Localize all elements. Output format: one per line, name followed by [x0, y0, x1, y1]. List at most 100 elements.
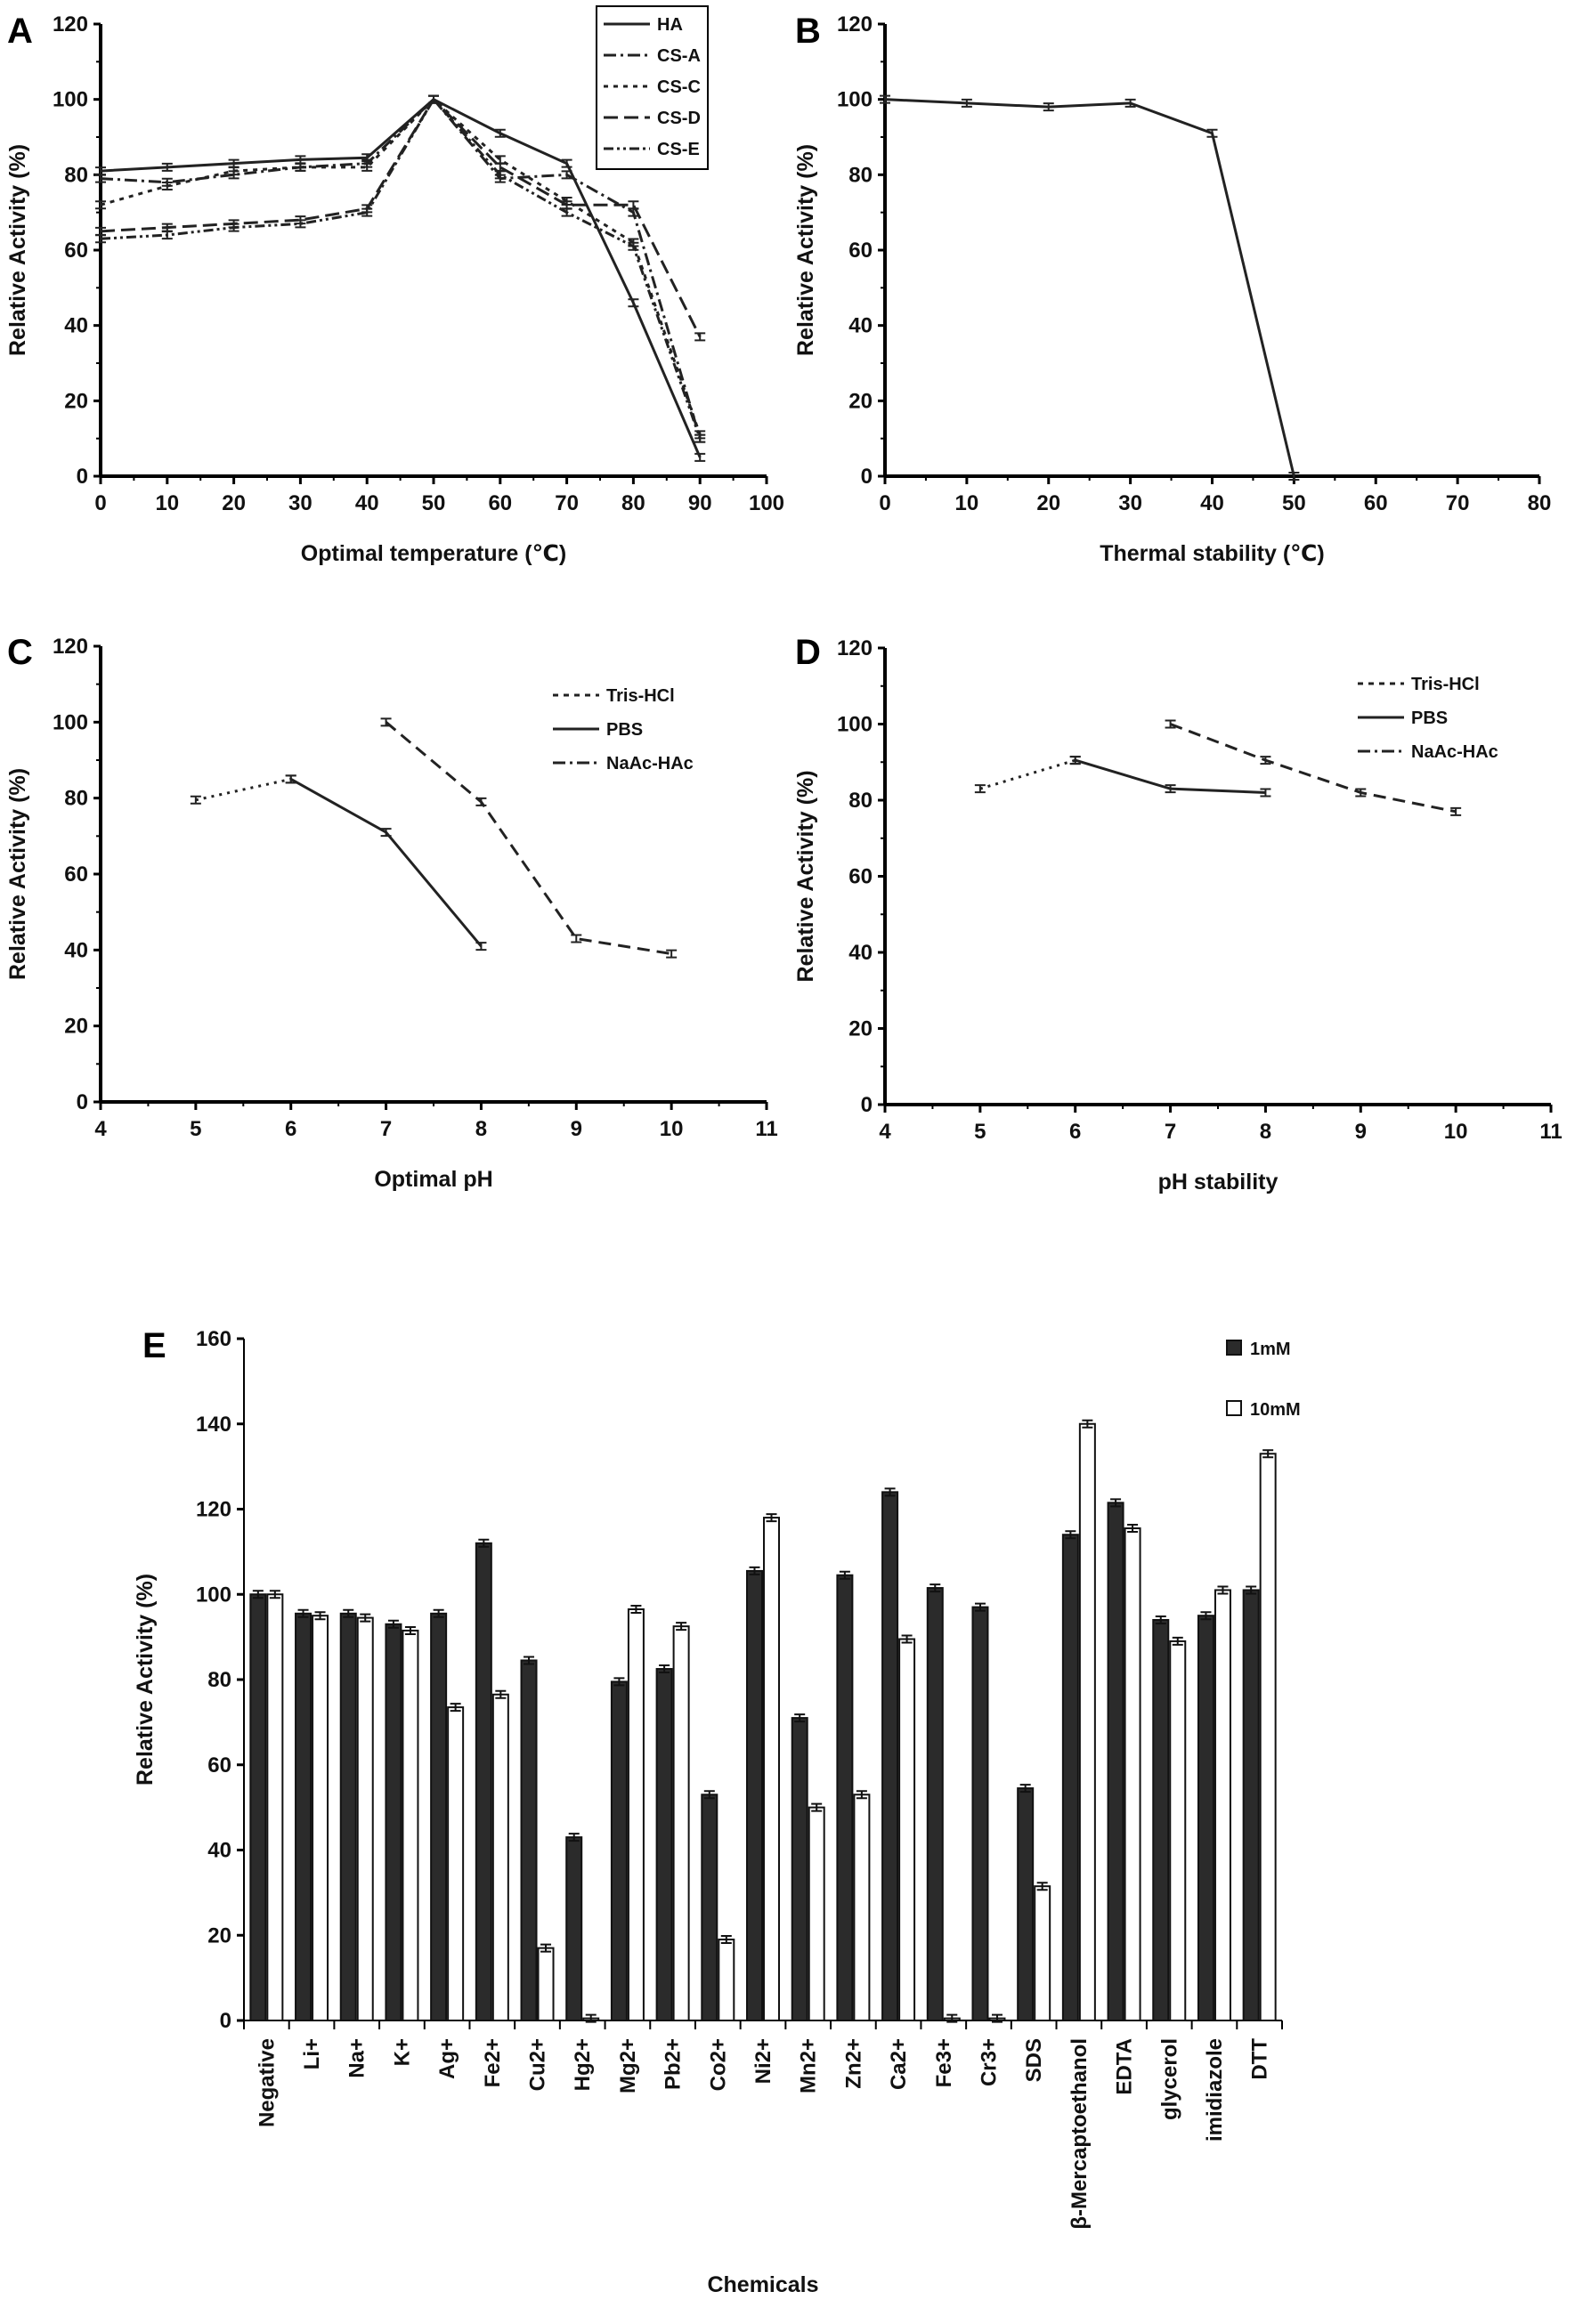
- error-bar: [360, 1613, 371, 1623]
- bar-1mm: [971, 1606, 989, 2022]
- data-point: [1165, 719, 1176, 729]
- bar-10mm: [627, 1608, 645, 2021]
- error-bar: [811, 1802, 823, 1812]
- data-point: [95, 174, 106, 183]
- category-label: Co2+: [706, 2038, 730, 2091]
- data-point: [694, 332, 706, 342]
- data-point: [1260, 756, 1271, 765]
- y-tick-label: 40: [64, 938, 88, 962]
- error-bar: [630, 1605, 642, 1615]
- error-bar: [433, 1608, 444, 1618]
- bar-10mm: [1169, 1640, 1187, 2021]
- x-tick-label: 80: [621, 491, 645, 515]
- x-tick-label: 10: [1444, 1120, 1468, 1144]
- x-tick-label: 10: [155, 491, 179, 515]
- legend-label: NaAc-HAc: [606, 754, 694, 773]
- bar-1mm: [746, 1569, 763, 2021]
- series-line-naac-hac: [195, 777, 292, 802]
- data-point: [880, 94, 890, 104]
- x-tick-label: 100: [749, 491, 784, 515]
- y-tick-label: 100: [837, 88, 873, 112]
- x-tick-label: 60: [1364, 491, 1388, 515]
- data-point: [190, 795, 201, 805]
- y-tick-label: 160: [196, 1327, 231, 1351]
- data-point: [561, 207, 572, 217]
- data-point: [1069, 756, 1081, 765]
- y-tick-label: 80: [64, 787, 88, 811]
- y-tick-label: 120: [837, 12, 873, 36]
- legend-label: PBS: [1411, 709, 1448, 728]
- bar-1mm: [1197, 1615, 1214, 2021]
- x-tick-label: 30: [1118, 491, 1142, 515]
- panel-label: C: [7, 633, 33, 672]
- error-bar: [404, 1625, 416, 1635]
- x-tick-label: 40: [1200, 491, 1224, 515]
- bar-10mm: [1259, 1453, 1277, 2021]
- data-point: [161, 231, 173, 240]
- x-tick-label: 0: [94, 491, 106, 515]
- x-tick-label: 7: [380, 1117, 392, 1141]
- x-axis-title: Chemicals: [707, 2272, 818, 2297]
- bar-10mm: [491, 1693, 509, 2021]
- bar-1mm: [1017, 1787, 1035, 2022]
- data-point: [628, 241, 639, 251]
- y-tick-label: 60: [64, 862, 88, 887]
- x-tick-label: 50: [422, 491, 446, 515]
- data-point: [628, 298, 639, 308]
- legend: Tris-HCl PBS NaAc-HAc: [1358, 675, 1498, 762]
- legend-label: PBS: [606, 720, 643, 740]
- bar-10mm: [672, 1625, 690, 2021]
- error-bar: [524, 1656, 535, 1665]
- bar-10mm: [1124, 1527, 1141, 2021]
- y-tick-label: 40: [207, 1839, 231, 1863]
- y-axis-title: Relative Activity (%): [793, 770, 818, 982]
- y-tick-label: 20: [64, 1015, 88, 1039]
- category-label: Cu2+: [526, 2038, 550, 2091]
- series-line-cs-a: [100, 97, 702, 440]
- error-bar: [1065, 1530, 1076, 1540]
- bar-1mm: [295, 1612, 313, 2021]
- data-point: [1165, 784, 1176, 794]
- x-axis-title: Optimal pH: [374, 1167, 492, 1192]
- y-tick-label: 120: [837, 636, 873, 660]
- error-bar: [585, 2013, 597, 2023]
- bar-10mm: [447, 1706, 465, 2022]
- error-bar: [749, 1566, 760, 1575]
- category-label: K+: [390, 2038, 414, 2066]
- bar-10mm: [898, 1638, 916, 2022]
- x-tick-label: 9: [1355, 1120, 1367, 1144]
- series-line-pbs: [289, 778, 483, 948]
- error-bar: [1172, 1636, 1183, 1646]
- x-tick-label: 50: [1282, 491, 1306, 515]
- x-tick-label: 60: [488, 491, 512, 515]
- panel-label: B: [795, 12, 821, 51]
- error-bar: [974, 1602, 986, 1612]
- legend-label: CS-C: [657, 77, 701, 97]
- y-tick-label: 120: [53, 635, 88, 659]
- error-bar: [676, 1622, 687, 1632]
- error-bar: [252, 1590, 264, 1599]
- category-label: Hg2+: [571, 2038, 595, 2091]
- data-point: [285, 774, 296, 784]
- data-point: [475, 942, 487, 951]
- data-point: [380, 717, 392, 727]
- y-tick-label: 20: [64, 389, 88, 413]
- legend-label: CS-A: [657, 46, 701, 66]
- y-tick-label: 40: [848, 314, 873, 338]
- data-point: [361, 162, 373, 172]
- data-point: [1288, 472, 1300, 481]
- category-label: Zn2+: [841, 2038, 865, 2089]
- y-tick-label: 120: [53, 12, 88, 36]
- error-bar: [269, 1590, 280, 1599]
- data-point: [561, 158, 572, 168]
- bar-10mm: [853, 1794, 871, 2021]
- category-label: SDS: [1022, 2038, 1046, 2082]
- bar-1mm: [520, 1659, 538, 2022]
- error-bar: [568, 1833, 580, 1842]
- category-label: Negative: [255, 2038, 279, 2127]
- y-tick-label: 60: [848, 239, 873, 263]
- y-tick-label: 20: [848, 389, 873, 413]
- error-bar: [991, 2013, 1003, 2023]
- series-line-tris-hcl: [385, 721, 672, 956]
- error-bar: [1110, 1498, 1122, 1508]
